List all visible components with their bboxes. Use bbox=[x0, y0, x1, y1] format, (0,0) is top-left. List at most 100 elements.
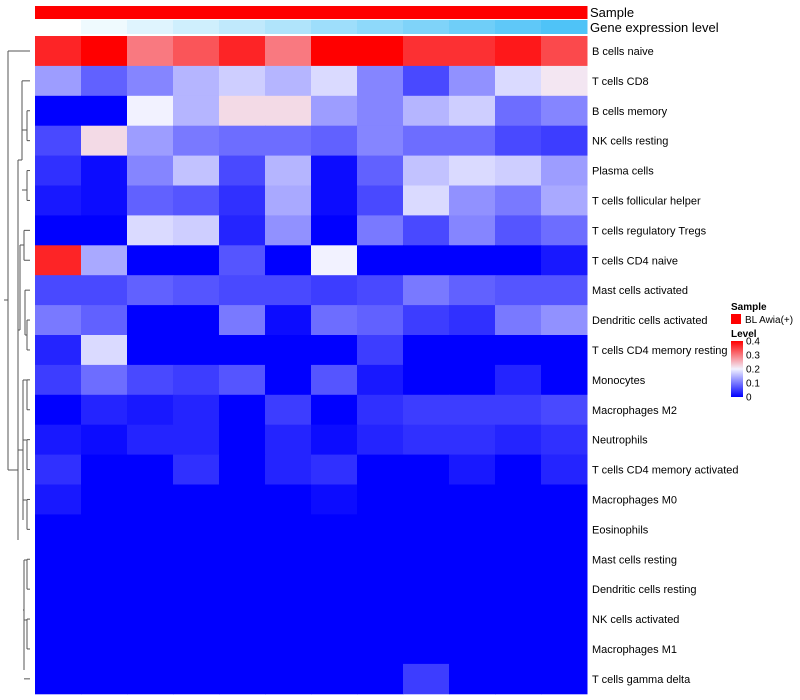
heatmap-cell bbox=[219, 544, 266, 575]
heatmap-cell bbox=[357, 394, 404, 426]
sample-annotation-cell bbox=[81, 6, 128, 19]
heatmap-cell bbox=[449, 275, 496, 306]
heatmap-cell bbox=[495, 364, 542, 396]
heatmap-cell bbox=[35, 125, 82, 157]
heatmap-cell bbox=[35, 245, 82, 276]
heatmap-cell bbox=[81, 574, 128, 605]
heatmap-cell bbox=[127, 185, 174, 216]
heatmap-cell bbox=[127, 364, 174, 396]
heatmap-cell bbox=[219, 514, 266, 545]
heatmap-cell bbox=[495, 305, 542, 336]
heatmap-cell bbox=[357, 663, 404, 695]
legend-level-title: Level bbox=[731, 329, 757, 340]
heatmap-cell bbox=[219, 335, 266, 366]
heatmap-cell bbox=[449, 394, 496, 426]
heatmap-cell bbox=[541, 454, 588, 485]
heatmap-cell bbox=[403, 364, 450, 396]
row-label: T cells CD4 memory resting bbox=[592, 345, 728, 357]
heatmap-cell bbox=[173, 65, 220, 97]
heatmap-cell bbox=[81, 484, 128, 515]
heatmap-cell bbox=[541, 125, 588, 157]
heatmap-cell bbox=[311, 484, 358, 515]
heatmap-cell bbox=[265, 335, 312, 366]
row-label: Macrophages M0 bbox=[592, 494, 677, 506]
heatmap-cell bbox=[127, 125, 174, 157]
heatmap-cell bbox=[173, 514, 220, 545]
row-label: Dendritic cells activated bbox=[592, 315, 708, 327]
heatmap-cell bbox=[311, 36, 358, 67]
heatmap-cell bbox=[35, 36, 82, 67]
heatmap-cell bbox=[265, 364, 312, 396]
heatmap-cell bbox=[173, 155, 220, 186]
row-label: Mast cells activated bbox=[592, 285, 688, 297]
sample-annotation-cell bbox=[127, 6, 174, 19]
heatmap-cell bbox=[35, 544, 82, 575]
expression-annotation-cell bbox=[219, 20, 266, 34]
heatmap-cell bbox=[127, 155, 174, 186]
heatmap-cell bbox=[357, 36, 404, 67]
legend-sample-swatch bbox=[731, 314, 741, 324]
heatmap-cell bbox=[403, 394, 450, 426]
legend-tick-label: 0 bbox=[746, 393, 752, 404]
heatmap-cell bbox=[403, 424, 450, 456]
sample-annotation-cell bbox=[495, 6, 542, 19]
heatmap-cell bbox=[311, 663, 358, 695]
heatmap-cell bbox=[265, 215, 312, 246]
heatmap-cell bbox=[81, 514, 128, 545]
row-label: Mast cells resting bbox=[592, 554, 677, 566]
heatmap-cell bbox=[81, 663, 128, 695]
heatmap-cell bbox=[403, 634, 450, 665]
heatmap-cell bbox=[541, 275, 588, 306]
heatmap-cell bbox=[127, 544, 174, 575]
legend: Sample BL Awia(+) Level 0.4 0.3 0.2 0.1 0 bbox=[731, 302, 793, 404]
heatmap-cell bbox=[495, 454, 542, 485]
sample-annotation-cell bbox=[357, 6, 404, 19]
heatmap-cell bbox=[219, 604, 266, 635]
heatmap-cell bbox=[311, 574, 358, 605]
heatmap-cell bbox=[403, 574, 450, 605]
expression-annotation-cell bbox=[403, 20, 450, 34]
heatmap-cell bbox=[173, 215, 220, 246]
heatmap-cell bbox=[173, 544, 220, 575]
heatmap-cell bbox=[35, 634, 82, 665]
heatmap-cell bbox=[449, 663, 496, 695]
heatmap-cell bbox=[219, 95, 266, 127]
heatmap-cell bbox=[219, 484, 266, 515]
heatmap-cell bbox=[35, 424, 82, 456]
heatmap-cell bbox=[449, 424, 496, 456]
heatmap-cell bbox=[495, 65, 542, 97]
heatmap-cell bbox=[265, 95, 312, 127]
heatmap-cell bbox=[35, 185, 82, 216]
heatmap-cell bbox=[357, 305, 404, 336]
heatmap-cell bbox=[449, 574, 496, 605]
heatmap-cell bbox=[81, 275, 128, 306]
heatmap-cell bbox=[541, 95, 588, 127]
expression-annotation-cell bbox=[173, 20, 220, 34]
heatmap-cell bbox=[495, 574, 542, 605]
heatmap-cell bbox=[265, 185, 312, 216]
heatmap-cell bbox=[265, 663, 312, 695]
heatmap-cell bbox=[81, 36, 128, 67]
heatmap-cell bbox=[35, 155, 82, 186]
heatmap-cell bbox=[265, 305, 312, 336]
heatmap-cell bbox=[127, 335, 174, 366]
heatmap-cell bbox=[541, 65, 588, 97]
heatmap-cell bbox=[81, 604, 128, 635]
heatmap-cell bbox=[449, 364, 496, 396]
heatmap-cell bbox=[127, 484, 174, 515]
heatmap-cell bbox=[173, 424, 220, 456]
expression-annotation-cell bbox=[357, 20, 404, 34]
heatmap-cell bbox=[449, 65, 496, 97]
row-label: NK cells resting bbox=[592, 136, 668, 148]
heatmap-cell bbox=[403, 335, 450, 366]
heatmap-cell bbox=[495, 514, 542, 545]
heatmap-cell bbox=[81, 424, 128, 456]
heatmap-cell bbox=[127, 95, 174, 127]
expression-annotation-cell bbox=[35, 20, 82, 34]
heatmap-cell bbox=[357, 335, 404, 366]
heatmap-cell bbox=[495, 424, 542, 456]
row-label: Neutrophils bbox=[592, 435, 648, 447]
heatmap-cell bbox=[449, 36, 496, 67]
heatmap-cell bbox=[311, 65, 358, 97]
heatmap-cell bbox=[173, 454, 220, 485]
